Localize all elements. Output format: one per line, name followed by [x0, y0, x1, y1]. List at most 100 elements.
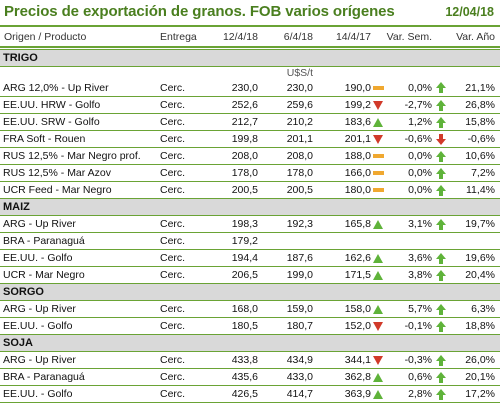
weekly-change: 0,0% — [385, 181, 432, 199]
delivery: Cerc. — [160, 164, 218, 182]
price-date-3: 344,1 — [313, 351, 371, 369]
price-date-1: 179,2 — [218, 232, 258, 250]
weekly-change — [385, 232, 432, 250]
weekly-change: 0,0% — [385, 147, 432, 165]
col-product: Origen / Producto — [4, 31, 87, 43]
price-date-1: 212,7 — [218, 113, 258, 131]
section-label: MAIZ — [0, 198, 218, 216]
report-date: 12/04/18 — [445, 5, 494, 19]
section-label: SORGO — [0, 283, 218, 301]
arrow-up-icon — [436, 269, 446, 281]
price-date-2: 230,0 — [258, 79, 313, 97]
product-name: ARG - Up River — [0, 300, 160, 318]
weekly-indicator — [371, 113, 385, 131]
triangle-up-icon — [373, 389, 383, 399]
header-divider — [0, 46, 500, 48]
triangle-up-icon — [373, 219, 383, 229]
price-date-1: 199,8 — [218, 130, 258, 148]
yearly-indicator — [432, 300, 450, 318]
price-date-3: 183,6 — [313, 113, 371, 131]
price-date-3: 171,5 — [313, 266, 371, 284]
price-date-1: 435,6 — [218, 368, 258, 386]
col-delivery: Entrega — [160, 31, 197, 43]
section-label: TRIGO — [0, 49, 218, 67]
price-date-1: 230,0 — [218, 79, 258, 97]
yearly-change: 26,0% — [450, 351, 500, 369]
yearly-indicator — [432, 317, 450, 335]
weekly-change: 0,0% — [385, 164, 432, 182]
table-row: ARG - Up River Cerc. 168,0 159,0 158,0 5,7% 6,… — [0, 300, 500, 318]
section-label: SOJA — [0, 334, 218, 352]
section-header: SORGO — [0, 283, 500, 301]
price-date-3: 158,0 — [313, 300, 371, 318]
yearly-change: -0,6% — [450, 130, 500, 148]
table-row: RUS 12,5% - Mar Negro prof. Cerc. 208,0 208… — [0, 147, 500, 165]
triangle-up-icon — [373, 372, 383, 382]
arrow-up-icon — [436, 99, 446, 111]
triangle-up-icon — [373, 270, 383, 280]
product-name: RUS 12,5% - Mar Azov — [0, 164, 160, 182]
weekly-indicator — [371, 351, 385, 369]
price-date-3: 152,0 — [313, 317, 371, 335]
weekly-change: 3,6% — [385, 249, 432, 267]
yearly-change: 20,1% — [450, 368, 500, 386]
yearly-change: 19,6% — [450, 249, 500, 267]
weekly-indicator — [371, 385, 385, 403]
weekly-indicator — [371, 164, 385, 182]
arrow-up-icon — [436, 303, 446, 315]
table-row: ARG - Up River Cerc. 433,8 434,9 344,1 -0,3% 2… — [0, 351, 500, 369]
product-name: EE.UU. - Golfo — [0, 385, 160, 403]
yearly-indicator — [432, 249, 450, 267]
product-name: ARG - Up River — [0, 351, 160, 369]
table-row: ARG 12,0% - Up River Cerc. 230,0 230,0 190,0… — [0, 79, 500, 97]
yearly-indicator — [432, 164, 450, 182]
yearly-indicator — [432, 266, 450, 284]
yearly-indicator — [432, 232, 450, 250]
yearly-indicator — [432, 368, 450, 386]
yearly-change: 6,3% — [450, 300, 500, 318]
section-filler — [218, 334, 500, 352]
price-date-3: 180,0 — [313, 181, 371, 199]
weekly-change: 0,0% — [385, 79, 432, 97]
flat-dash-icon — [372, 85, 384, 90]
weekly-change: 1,2% — [385, 113, 432, 131]
price-date-2: 414,7 — [258, 385, 313, 403]
price-date-2: 210,2 — [258, 113, 313, 131]
weekly-change: -0,6% — [385, 130, 432, 148]
weekly-indicator — [371, 181, 385, 199]
table-row: BRA - Paranaguá Cerc. 435,6 433,0 362,8 0,6% 2… — [0, 368, 500, 386]
price-date-1: 208,0 — [218, 147, 258, 165]
table-row: UCR Feed - Mar Negro Cerc. 200,5 200,5 180,0… — [0, 181, 500, 199]
delivery: Cerc. — [160, 249, 218, 267]
title-divider — [0, 25, 500, 27]
price-date-3: 201,1 — [313, 130, 371, 148]
price-date-1: 194,4 — [218, 249, 258, 267]
yearly-change: 20,4% — [450, 266, 500, 284]
section-filler — [218, 198, 500, 216]
yearly-indicator — [432, 96, 450, 114]
page-title: Precios de exportación de granos. FOB va… — [4, 3, 395, 20]
delivery: Cerc. — [160, 368, 218, 386]
price-date-1: 178,0 — [218, 164, 258, 182]
delivery: Cerc. — [160, 351, 218, 369]
price-date-2: 433,0 — [258, 368, 313, 386]
section-header: SOJA — [0, 334, 500, 352]
yearly-change: 18,8% — [450, 317, 500, 335]
price-date-2: 178,0 — [258, 164, 313, 182]
price-date-2: 159,0 — [258, 300, 313, 318]
col-yearly-change: Var. Año — [456, 31, 495, 43]
section-filler — [218, 49, 500, 67]
price-date-1: 168,0 — [218, 300, 258, 318]
arrow-up-icon — [436, 388, 446, 400]
delivery: Cerc. — [160, 232, 218, 250]
weekly-change: -0,3% — [385, 351, 432, 369]
price-date-2: 199,0 — [258, 266, 313, 284]
product-name: EE.UU. - Golfo — [0, 249, 160, 267]
weekly-indicator — [371, 317, 385, 335]
col-date-2: 6/4/18 — [283, 31, 313, 43]
product-name: BRA - Paranaguá — [0, 368, 160, 386]
yearly-change: 15,8% — [450, 113, 500, 131]
yearly-indicator — [432, 181, 450, 199]
triangle-up-icon — [373, 253, 383, 263]
yearly-change: 11,4% — [450, 181, 500, 199]
